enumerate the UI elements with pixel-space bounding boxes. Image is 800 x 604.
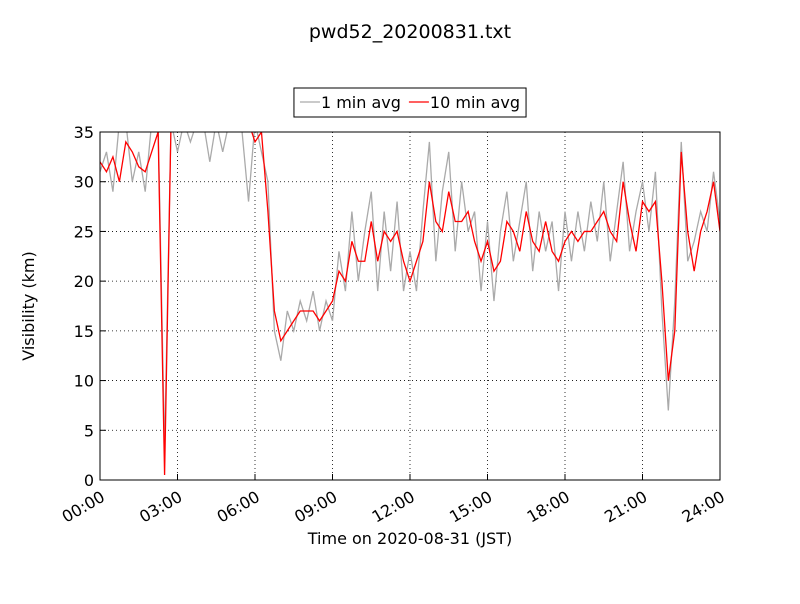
y-tick-label: 15 [74, 322, 94, 341]
x-axis-label: Time on 2020-08-31 (JST) [307, 529, 512, 548]
series-line [100, 132, 720, 451]
y-tick-label: 20 [74, 272, 94, 291]
y-tick-label: 5 [84, 421, 94, 440]
chart-title: pwd52_20200831.txt [309, 21, 511, 43]
plot-lines [100, 132, 720, 476]
y-tick-label: 25 [74, 222, 94, 241]
legend-label: 10 min avg [430, 93, 520, 112]
legend-label: 1 min avg [321, 93, 401, 112]
y-tick-label: 30 [74, 173, 94, 192]
legend: 1 min avg 10 min avg [293, 87, 527, 118]
y-tick-label: 0 [84, 471, 94, 490]
y-tick-label: 10 [74, 372, 94, 391]
series-line [100, 132, 720, 476]
y-tick-label: 35 [74, 123, 94, 142]
y-axis-label: Visibility (km) [19, 251, 38, 360]
